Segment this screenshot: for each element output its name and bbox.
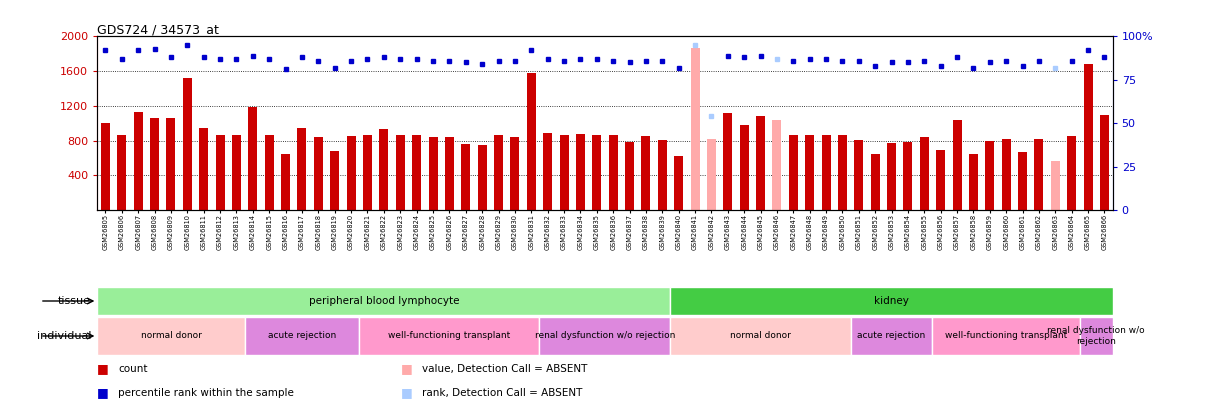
Text: renal dysfunction w/o rejection: renal dysfunction w/o rejection bbox=[535, 332, 675, 341]
Bar bbox=[511, 137, 519, 210]
Bar bbox=[903, 142, 912, 210]
Bar bbox=[756, 116, 765, 210]
Bar bbox=[379, 129, 388, 210]
Bar bbox=[97, 287, 670, 315]
Bar bbox=[559, 135, 569, 210]
Bar bbox=[461, 144, 471, 210]
Bar bbox=[952, 120, 962, 210]
Bar bbox=[838, 135, 846, 210]
Text: well-functioning transplant: well-functioning transplant bbox=[945, 332, 1068, 341]
Bar bbox=[347, 136, 355, 210]
Bar bbox=[359, 317, 540, 355]
Text: normal donor: normal donor bbox=[141, 332, 202, 341]
Text: ■: ■ bbox=[97, 386, 109, 399]
Bar bbox=[494, 135, 503, 210]
Text: percentile rank within the sample: percentile rank within the sample bbox=[118, 388, 294, 398]
Bar bbox=[281, 154, 291, 210]
Bar bbox=[576, 134, 585, 210]
Text: individual: individual bbox=[36, 331, 91, 341]
Bar bbox=[412, 135, 421, 210]
Bar bbox=[1100, 115, 1109, 210]
Bar bbox=[331, 151, 339, 210]
Text: normal donor: normal donor bbox=[730, 332, 790, 341]
Text: ■: ■ bbox=[401, 386, 413, 399]
Bar bbox=[985, 141, 995, 210]
Bar bbox=[1080, 317, 1113, 355]
Bar bbox=[855, 140, 863, 210]
Bar bbox=[265, 134, 274, 210]
Bar bbox=[1068, 136, 1076, 210]
Text: ■: ■ bbox=[401, 362, 413, 375]
Bar bbox=[969, 154, 978, 210]
Bar bbox=[182, 78, 192, 210]
Bar bbox=[150, 118, 159, 210]
Bar bbox=[199, 128, 208, 210]
Bar bbox=[625, 142, 634, 210]
Bar bbox=[364, 134, 372, 210]
Bar bbox=[658, 140, 666, 210]
Bar bbox=[724, 113, 732, 210]
Text: acute rejection: acute rejection bbox=[268, 332, 336, 341]
Bar bbox=[1002, 139, 1010, 210]
Bar bbox=[772, 120, 782, 210]
Bar bbox=[822, 134, 831, 210]
Bar bbox=[248, 107, 258, 210]
Text: renal dysfunction w/o
rejection: renal dysfunction w/o rejection bbox=[1047, 326, 1145, 346]
Bar bbox=[936, 150, 945, 210]
Bar bbox=[609, 135, 618, 210]
Bar bbox=[871, 153, 879, 210]
Bar bbox=[739, 125, 749, 210]
Bar bbox=[540, 317, 670, 355]
Bar bbox=[117, 134, 126, 210]
Text: GDS724 / 34573_at: GDS724 / 34573_at bbox=[97, 23, 219, 36]
Text: tissue: tissue bbox=[58, 296, 91, 306]
Bar bbox=[298, 128, 306, 210]
Bar bbox=[805, 134, 815, 210]
Text: kidney: kidney bbox=[874, 296, 910, 306]
Bar bbox=[167, 118, 175, 210]
Bar bbox=[97, 317, 244, 355]
Bar bbox=[527, 73, 536, 210]
Bar bbox=[244, 317, 359, 355]
Bar bbox=[670, 287, 1113, 315]
Text: rank, Detection Call = ABSENT: rank, Detection Call = ABSENT bbox=[422, 388, 582, 398]
Bar bbox=[1035, 139, 1043, 210]
Text: acute rejection: acute rejection bbox=[857, 332, 925, 341]
Bar bbox=[919, 137, 929, 210]
Text: ■: ■ bbox=[97, 362, 109, 375]
Bar bbox=[544, 133, 552, 210]
Text: well-functioning transplant: well-functioning transplant bbox=[388, 332, 511, 341]
Bar bbox=[314, 137, 323, 210]
Bar bbox=[886, 143, 896, 210]
Bar bbox=[789, 135, 798, 210]
Bar bbox=[851, 317, 933, 355]
Bar bbox=[933, 317, 1080, 355]
Bar bbox=[674, 156, 683, 210]
Bar bbox=[215, 134, 225, 210]
Bar bbox=[1051, 162, 1060, 210]
Bar bbox=[428, 137, 438, 210]
Bar bbox=[706, 139, 716, 210]
Text: value, Detection Call = ABSENT: value, Detection Call = ABSENT bbox=[422, 364, 587, 374]
Bar bbox=[445, 137, 454, 210]
Bar bbox=[1018, 152, 1028, 210]
Bar bbox=[641, 136, 651, 210]
Bar bbox=[134, 112, 142, 210]
Bar bbox=[1083, 64, 1093, 210]
Bar bbox=[395, 134, 405, 210]
Bar bbox=[478, 145, 486, 210]
Text: count: count bbox=[118, 364, 147, 374]
Bar bbox=[232, 134, 241, 210]
Text: peripheral blood lymphocyte: peripheral blood lymphocyte bbox=[309, 296, 460, 306]
Bar bbox=[101, 123, 109, 210]
Bar bbox=[670, 317, 851, 355]
Bar bbox=[691, 48, 699, 210]
Bar bbox=[592, 134, 601, 210]
